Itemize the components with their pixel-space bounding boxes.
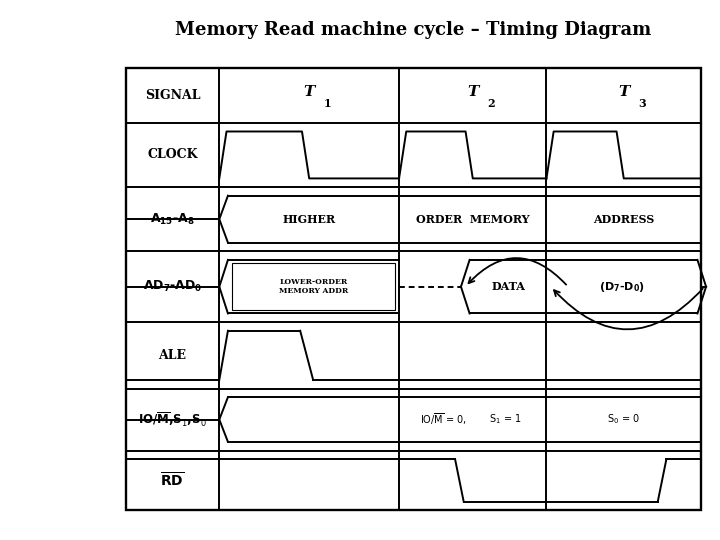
Text: MEMORY ADDR: MEMORY ADDR	[279, 287, 348, 295]
Text: T: T	[467, 85, 479, 99]
Text: 2: 2	[487, 98, 495, 109]
Text: CLOCK: CLOCK	[148, 148, 198, 161]
Text: Memory Read machine cycle – Timing Diagram: Memory Read machine cycle – Timing Diagr…	[175, 21, 652, 39]
Bar	[126, 68, 701, 510]
Text: LOWER-ORDER: LOWER-ORDER	[279, 278, 348, 286]
Text: 1: 1	[323, 98, 331, 109]
Text: HIGHER: HIGHER	[283, 214, 336, 225]
Text: $\mathregular{A_{15}}$-$\mathregular{A_8}$: $\mathregular{A_{15}}$-$\mathregular{A_8…	[150, 212, 195, 227]
Text: IO/$\overline{\mathregular{M}}$,S$_1$,S$_0$: IO/$\overline{\mathregular{M}}$,S$_1$,S$…	[138, 410, 207, 429]
Text: 3: 3	[638, 98, 646, 109]
Text: ADDRESS: ADDRESS	[593, 214, 654, 225]
Text: T: T	[304, 85, 315, 99]
Text: SIGNAL: SIGNAL	[145, 89, 200, 102]
Text: $\mathregular{AD_7}$-$\mathregular{AD_0}$: $\mathregular{AD_7}$-$\mathregular{AD_0}…	[143, 279, 202, 294]
Text: ALE: ALE	[158, 349, 186, 362]
Text: DATA: DATA	[491, 281, 525, 292]
Text: $\overline{\mathregular{RD}}$: $\overline{\mathregular{RD}}$	[161, 471, 184, 490]
Text: $\mathregular{S_1}$ = 1: $\mathregular{S_1}$ = 1	[489, 413, 521, 427]
Text: ORDER  MEMORY: ORDER MEMORY	[416, 214, 530, 225]
Text: $\mathregular{S_0}$ = 0: $\mathregular{S_0}$ = 0	[608, 413, 640, 427]
Text: T: T	[618, 85, 629, 99]
Text: ($\mathregular{D_7}$-$\mathregular{D_0}$): ($\mathregular{D_7}$-$\mathregular{D_0}$…	[599, 280, 645, 294]
Bar	[232, 263, 395, 310]
Text: IO/$\overline{\mathregular{M}}$ = 0,: IO/$\overline{\mathregular{M}}$ = 0,	[420, 412, 467, 427]
